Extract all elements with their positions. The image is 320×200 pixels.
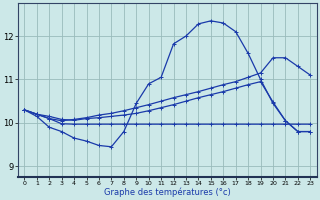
X-axis label: Graphe des températures (°c): Graphe des températures (°c) [104, 187, 231, 197]
